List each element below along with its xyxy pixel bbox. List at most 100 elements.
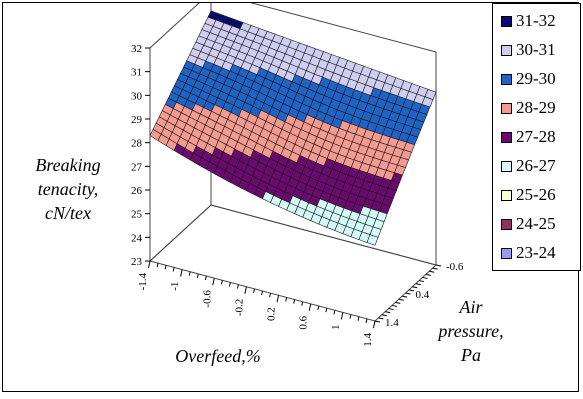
x-tick-label: 0.6 xyxy=(298,315,310,329)
x-tick-mark xyxy=(164,265,167,270)
z-tick-label: 29 xyxy=(131,114,143,126)
y-axis-title-line: Air xyxy=(459,297,483,317)
x-tick-mark xyxy=(293,299,296,304)
floor xyxy=(148,204,438,322)
x-tick-mark xyxy=(253,288,255,293)
legend-swatch xyxy=(501,44,512,56)
surface-cell xyxy=(366,234,379,246)
x-tick-mark xyxy=(349,314,352,319)
legend-swatch xyxy=(501,102,512,114)
x-axis-title-line: Overfeed,% xyxy=(175,346,261,366)
x-tick-mark xyxy=(156,263,159,268)
y-tick-mark xyxy=(418,280,425,283)
z-tick-label: 30 xyxy=(131,90,143,102)
x-tick-mark xyxy=(276,295,280,303)
y-tick-mark xyxy=(385,311,391,314)
x-tick-label: 1 xyxy=(330,324,342,330)
legend-label: 25-26 xyxy=(516,185,556,204)
y-tick-mark xyxy=(432,267,438,270)
legend-item: 29-30 xyxy=(501,66,556,92)
z-axis-title-line: cN/tex xyxy=(45,203,91,223)
z-axis-title: Breaking tenacity, cN/tex xyxy=(13,153,123,225)
legend-label: 28-29 xyxy=(516,98,556,117)
x-tick-mark xyxy=(196,273,199,278)
legend-label: 27-28 xyxy=(516,127,556,146)
x-tick-label: -1.4 xyxy=(137,273,149,291)
x-tick-mark xyxy=(365,318,368,323)
legend-item: 27-28 xyxy=(501,124,556,150)
legend-label: 30-31 xyxy=(516,40,556,59)
surface-chart: 23 24 25 26 27 28 29 30 31 32 -1.4 -1 -0.6 -0.2 0.2 0.… xyxy=(131,3,464,347)
legend: 31-32 30-31 29-30 28-29 27-28 26-27 25-26 24-25… xyxy=(492,3,581,271)
x-tick-mark xyxy=(188,271,191,276)
x-tick-mark xyxy=(237,284,239,289)
x-tick-label: 1.4 xyxy=(362,333,374,347)
legend-label: 23-24 xyxy=(516,243,556,262)
y-axis-title: Air pressure, Pa xyxy=(421,295,521,367)
x-tick-mark xyxy=(285,297,288,302)
x-tick-mark xyxy=(261,290,263,296)
y-tick-mark xyxy=(398,298,404,301)
x-tick-mark xyxy=(325,308,328,313)
y-tick-mark xyxy=(408,289,414,292)
x-tick-label: 0.2 xyxy=(266,307,278,321)
x-axis-title: Overfeed,% xyxy=(153,344,283,368)
y-axis-ticks: -0.6 0.4 1.4 xyxy=(374,261,464,329)
x-tick-mark xyxy=(333,310,336,315)
x-tick-mark xyxy=(228,282,231,287)
x-tick-label: -1 xyxy=(169,282,181,291)
y-tick-mark xyxy=(435,264,442,267)
legend-label: 24-25 xyxy=(516,214,556,233)
legend-item: 31-32 xyxy=(501,8,556,34)
legend-item: 30-31 xyxy=(501,37,556,63)
legend-label: 29-30 xyxy=(516,69,556,88)
legend-label: 26-27 xyxy=(516,156,556,175)
x-tick-mark xyxy=(301,301,304,306)
x-tick-mark xyxy=(204,275,207,281)
legend-swatch xyxy=(501,247,512,259)
z-axis-title-line: Breaking xyxy=(35,155,101,175)
x-tick-mark xyxy=(340,312,344,320)
y-tick-mark xyxy=(395,301,401,304)
y-tick-mark xyxy=(412,286,418,289)
legend-item: 28-29 xyxy=(501,95,556,121)
z-tick-label: 24 xyxy=(131,232,143,244)
z-tick-label: 32 xyxy=(131,43,142,55)
legend-swatch xyxy=(501,15,512,27)
y-tick-mark xyxy=(422,276,428,279)
x-axis-ticks: -1.4 -1 -0.6 -0.2 0.2 0.6 1 1.4 xyxy=(137,260,376,347)
legend-label: 31-32 xyxy=(516,11,556,30)
x-tick-mark xyxy=(180,269,183,277)
x-tick-mark xyxy=(269,293,272,298)
y-tick-mark xyxy=(405,292,411,295)
y-tick-label: 1.4 xyxy=(385,317,399,329)
z-tick-label: 27 xyxy=(131,161,143,173)
z-tick-label: 31 xyxy=(131,67,142,79)
y-tick-mark xyxy=(425,273,431,276)
y-tick-label: 0.4 xyxy=(416,289,430,301)
legend-swatch xyxy=(501,218,512,230)
y-tick-mark xyxy=(378,317,384,320)
z-tick-label: 23 xyxy=(131,256,143,268)
y-tick-mark xyxy=(388,308,394,311)
y-tick-mark xyxy=(402,295,408,298)
y-tick-mark xyxy=(429,270,435,273)
legend-swatch xyxy=(501,73,512,85)
x-tick-mark xyxy=(147,260,151,269)
y-tick-mark xyxy=(374,320,381,323)
legend-item: 24-25 xyxy=(501,211,556,237)
z-tick-label: 26 xyxy=(131,185,143,197)
y-tick-mark xyxy=(381,314,387,317)
z-axis-title-line: tenacity, xyxy=(37,179,99,199)
surface-mesh xyxy=(149,10,437,246)
z-tick-label: 28 xyxy=(131,138,143,150)
legend-swatch xyxy=(501,131,512,143)
x-tick-mark xyxy=(372,320,376,329)
x-tick-mark xyxy=(317,305,320,311)
x-tick-mark xyxy=(172,267,175,272)
y-axis-title-line: Pa xyxy=(461,345,481,365)
legend-item: 25-26 xyxy=(501,182,556,208)
x-tick-mark xyxy=(244,286,247,294)
x-tick-mark xyxy=(212,278,215,286)
legend-swatch xyxy=(501,189,512,201)
